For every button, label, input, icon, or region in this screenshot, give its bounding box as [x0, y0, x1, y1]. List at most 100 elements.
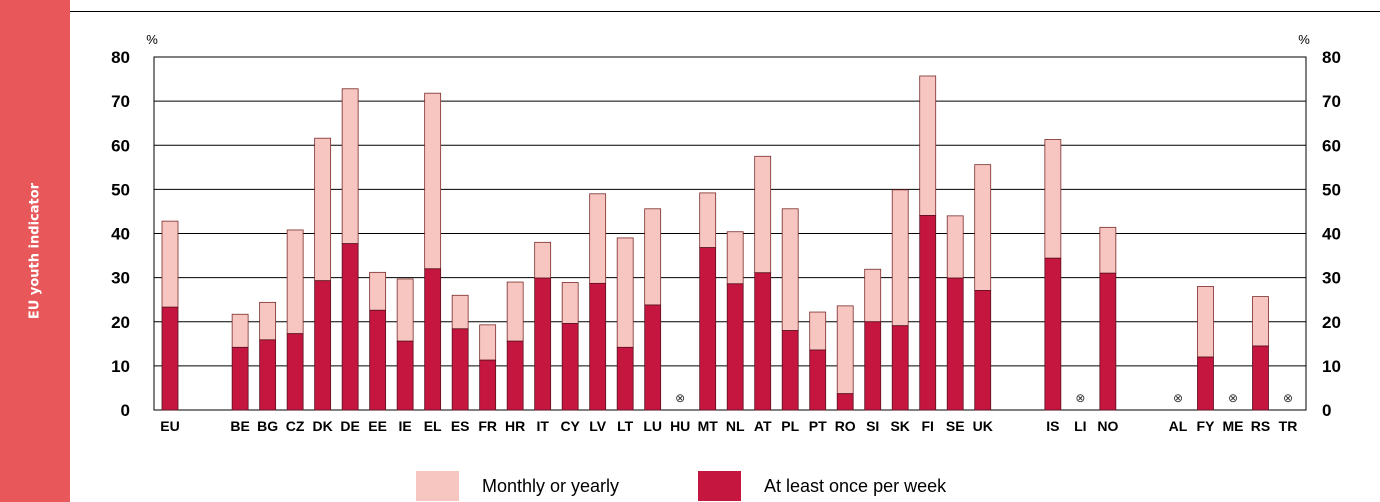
x-tick-label: IS	[1046, 418, 1059, 434]
x-tick-label: LU	[643, 418, 662, 434]
bar-segment-monthly-or-yearly	[341, 88, 359, 245]
bar-segment-at-least-once-per-week	[644, 304, 662, 411]
x-tick-label: NO	[1097, 418, 1118, 434]
bar-segment-monthly-or-yearly	[286, 229, 304, 335]
not-available-marker: ⊗	[1173, 391, 1183, 405]
not-available-marker: ⊗	[1075, 391, 1085, 405]
x-tick-label: PT	[809, 418, 827, 434]
bar-segment-at-least-once-per-week	[534, 277, 552, 411]
y-tick-label-right: 20	[1322, 313, 1341, 332]
bar-segment-at-least-once-per-week	[1099, 272, 1117, 411]
x-tick-label: LI	[1074, 418, 1086, 434]
bar-segment-at-least-once-per-week	[161, 306, 179, 411]
bar-segment-at-least-once-per-week	[286, 333, 304, 411]
y-tick-label-right: 30	[1322, 269, 1341, 288]
x-tick-label: EL	[424, 418, 442, 434]
bar-segment-at-least-once-per-week	[1252, 345, 1269, 411]
legend-swatch-monthly-or-yearly	[416, 471, 459, 501]
bar-segment-at-least-once-per-week	[369, 309, 387, 411]
bar-segment-monthly-or-yearly	[479, 324, 497, 361]
y-tick-label-left: 40	[111, 225, 130, 244]
x-tick-label: LT	[617, 418, 634, 434]
x-tick-label: SI	[866, 418, 879, 434]
legend-label-at-least-once-per-week: At least once per week	[764, 476, 947, 496]
x-tick-label: DE	[340, 418, 359, 434]
x-tick-label: MT	[698, 418, 719, 434]
x-tick-label: FR	[478, 418, 497, 434]
x-tick-label: IE	[399, 418, 412, 434]
x-tick-label: SE	[946, 418, 965, 434]
top-rule	[70, 11, 1380, 12]
bar-segment-monthly-or-yearly	[534, 241, 552, 279]
bar-segment-at-least-once-per-week	[864, 321, 882, 411]
bar-segment-monthly-or-yearly	[919, 75, 937, 216]
y-tick-label-right: 0	[1322, 401, 1331, 420]
x-tick-label: BE	[230, 418, 249, 434]
x-tick-label: IT	[536, 418, 549, 434]
y-unit-right: %	[1298, 32, 1310, 47]
legend-label-monthly-or-yearly: Monthly or yearly	[482, 476, 620, 496]
bar-segment-monthly-or-yearly	[589, 193, 607, 284]
y-tick-label-right: 40	[1322, 225, 1341, 244]
y-tick-label-right: 60	[1322, 136, 1341, 155]
bar-segment-monthly-or-yearly	[809, 311, 827, 351]
bar-segment-monthly-or-yearly	[451, 294, 469, 330]
x-tick-label: EE	[368, 418, 387, 434]
bar-segment-at-least-once-per-week	[1044, 257, 1062, 411]
x-tick-label: CY	[560, 418, 580, 434]
bar-segment-monthly-or-yearly	[836, 305, 854, 395]
bar-segment-at-least-once-per-week	[616, 346, 634, 411]
bar-segment-at-least-once-per-week	[891, 325, 909, 411]
bar-segment-at-least-once-per-week	[479, 359, 497, 411]
y-tick-label-right: 80	[1322, 48, 1341, 67]
x-tick-label: NL	[726, 418, 745, 434]
bar-segment-at-least-once-per-week	[809, 349, 827, 411]
bar-segment-at-least-once-per-week	[561, 323, 579, 411]
x-tick-label: HR	[505, 418, 525, 434]
bar-segment-at-least-once-per-week	[726, 283, 744, 411]
y-unit-left: %	[146, 32, 158, 47]
x-tick-label: FY	[1197, 418, 1216, 434]
bar-segment-at-least-once-per-week	[1197, 356, 1214, 411]
bar-segment-at-least-once-per-week	[451, 328, 469, 411]
not-available-marker: ⊗	[1228, 391, 1238, 405]
y-tick-label-left: 0	[121, 401, 130, 420]
x-tick-label: FI	[921, 418, 933, 434]
y-tick-label-right: 70	[1322, 92, 1341, 111]
bar-segment-monthly-or-yearly	[314, 137, 332, 282]
bar-segment-at-least-once-per-week	[396, 340, 414, 411]
bar-segment-at-least-once-per-week	[506, 340, 524, 411]
bar-segment-monthly-or-yearly	[161, 220, 179, 308]
bar-segment-at-least-once-per-week	[341, 243, 359, 411]
y-tick-label-left: 70	[111, 92, 130, 111]
bar-segment-monthly-or-yearly	[616, 237, 634, 348]
bar-segment-monthly-or-yearly	[1044, 139, 1062, 259]
x-tick-label: RO	[835, 418, 856, 434]
stacked-bar-chart: 0 0 10 10 20 20 30 30 40 40 50 50 60 60 70 70 80 80% % EU BE…	[111, 32, 1341, 434]
x-tick-label: CZ	[286, 418, 305, 434]
bar-segment-at-least-once-per-week	[231, 346, 249, 411]
bar-segment-monthly-or-yearly	[424, 92, 442, 270]
bar-segment-monthly-or-yearly	[506, 281, 524, 342]
bar-segment-monthly-or-yearly	[1099, 226, 1117, 274]
bar-segment-monthly-or-yearly	[561, 282, 579, 324]
y-tick-label-left: 60	[111, 136, 130, 155]
x-tick-label: AL	[1169, 418, 1188, 434]
sidebar-panel: EU youth indicator	[0, 0, 70, 502]
bar-segment-monthly-or-yearly	[864, 268, 882, 323]
bar-segment-monthly-or-yearly	[644, 208, 662, 306]
bar-segment-monthly-or-yearly	[754, 155, 772, 274]
bar-segment-monthly-or-yearly	[726, 231, 744, 285]
bar-segment-at-least-once-per-week	[589, 282, 607, 411]
x-tick-label: AT	[754, 418, 772, 434]
y-tick-label-right: 50	[1322, 180, 1341, 199]
bar-segment-at-least-once-per-week	[974, 290, 992, 411]
bar-segment-monthly-or-yearly	[1252, 296, 1269, 347]
bar-segment-at-least-once-per-week	[754, 272, 772, 411]
not-available-marker: ⊗	[1283, 391, 1293, 405]
x-tick-label: TR	[1279, 418, 1298, 434]
x-tick-label: DK	[313, 418, 333, 434]
bar-segment-monthly-or-yearly	[259, 301, 277, 341]
bar-segment-monthly-or-yearly	[369, 271, 387, 311]
y-tick-label-left: 10	[111, 357, 130, 376]
